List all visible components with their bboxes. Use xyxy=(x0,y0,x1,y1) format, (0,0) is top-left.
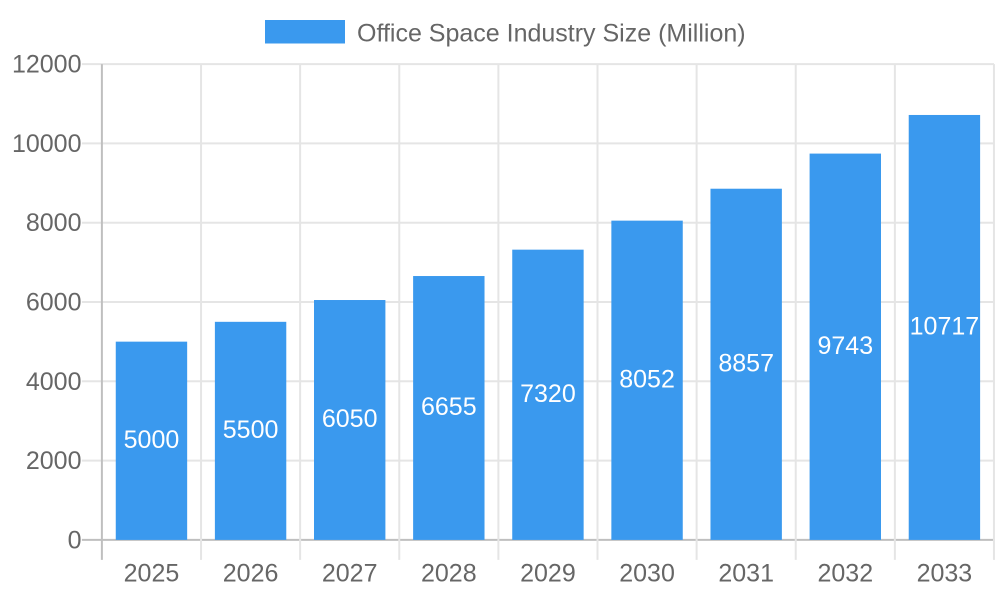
svg-text:2027: 2027 xyxy=(322,560,378,588)
svg-text:10000: 10000 xyxy=(12,130,82,158)
svg-text:5000: 5000 xyxy=(124,426,180,454)
svg-text:2000: 2000 xyxy=(26,447,82,475)
svg-text:2030: 2030 xyxy=(619,560,675,588)
svg-text:2029: 2029 xyxy=(520,560,576,588)
svg-text:2033: 2033 xyxy=(917,560,973,588)
svg-text:4000: 4000 xyxy=(26,368,82,396)
svg-text:5500: 5500 xyxy=(223,416,279,444)
svg-text:6655: 6655 xyxy=(421,393,477,421)
svg-text:10717: 10717 xyxy=(910,313,980,341)
svg-text:6000: 6000 xyxy=(26,289,82,317)
svg-text:8052: 8052 xyxy=(619,366,675,394)
svg-text:2031: 2031 xyxy=(718,560,774,588)
svg-text:9743: 9743 xyxy=(817,332,873,360)
svg-text:8000: 8000 xyxy=(26,209,82,237)
svg-text:2026: 2026 xyxy=(223,560,279,588)
svg-text:7320: 7320 xyxy=(520,380,576,408)
svg-text:8857: 8857 xyxy=(718,350,774,378)
svg-text:0: 0 xyxy=(68,526,82,554)
svg-text:2032: 2032 xyxy=(817,560,873,588)
svg-text:12000: 12000 xyxy=(12,51,82,79)
svg-text:Office Space Industry Size (Mi: Office Space Industry Size (Million) xyxy=(357,19,746,47)
svg-text:2028: 2028 xyxy=(421,560,477,588)
svg-text:6050: 6050 xyxy=(322,405,378,433)
svg-text:2025: 2025 xyxy=(124,560,180,588)
